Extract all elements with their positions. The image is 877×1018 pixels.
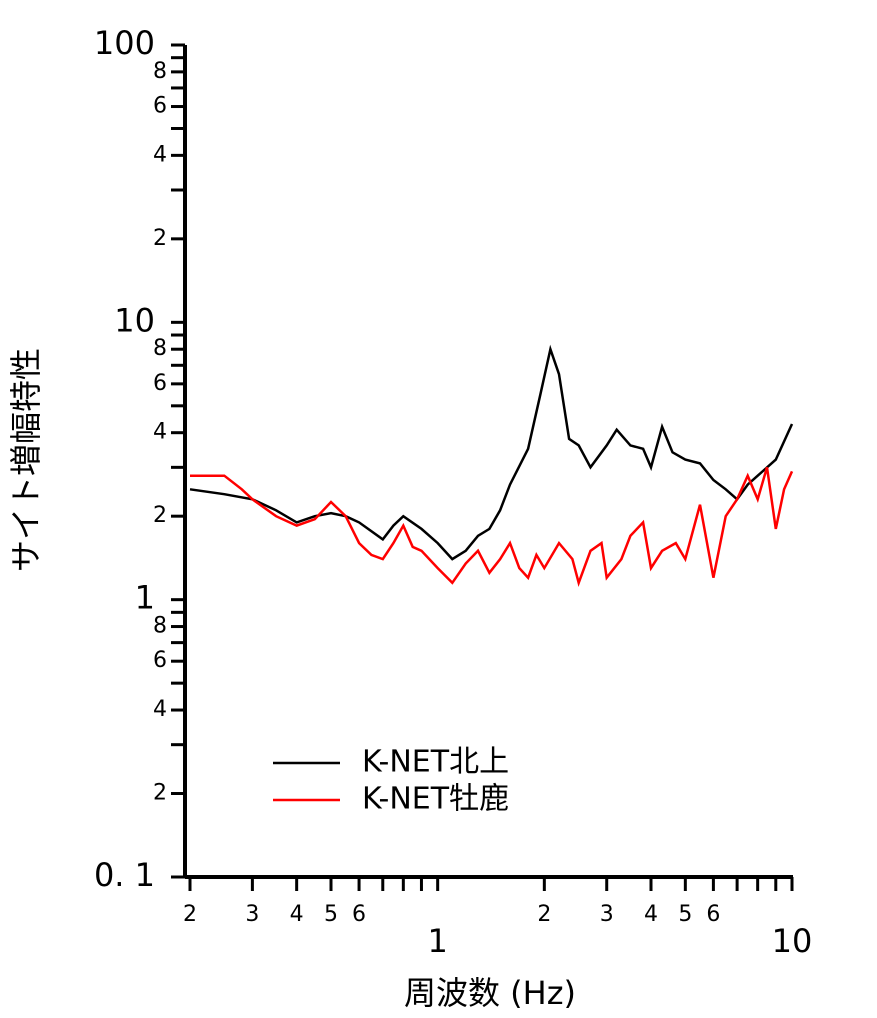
x-tick-label: 1	[427, 922, 447, 960]
x-tick-label: 5	[324, 902, 338, 927]
series-line	[190, 466, 794, 587]
y-tick-label: 4	[153, 420, 167, 445]
y-tick-label: 8	[153, 614, 167, 639]
x-tick-label: 4	[290, 902, 304, 927]
x-tick-label: 10	[772, 922, 813, 960]
x-tick-label: 3	[600, 902, 614, 927]
y-tick-label: 100	[94, 24, 155, 62]
x-tick-label: 3	[245, 902, 259, 927]
y-tick-label: 0. 1	[94, 856, 155, 894]
x-tick-label: 5	[678, 902, 692, 927]
y-tick-label: 6	[153, 371, 167, 396]
y-tick-label: 10	[114, 301, 155, 339]
y-tick-label: 2	[153, 503, 167, 528]
x-tick-label: 2	[183, 902, 197, 927]
series-line	[189, 344, 794, 561]
y-tick-label: 4	[153, 697, 167, 722]
x-tick-label: 4	[644, 902, 658, 927]
y-tick-label: 2	[153, 781, 167, 806]
x-axis-label: 周波数 (Hz)	[404, 974, 576, 1012]
x-tick-label: 6	[706, 902, 720, 927]
y-tick-label: 6	[153, 648, 167, 673]
legend-label: K-NET牡鹿	[362, 782, 509, 817]
y-tick-label: 8	[153, 336, 167, 361]
y-tick-label: 8	[153, 59, 167, 84]
x-tick-label: 6	[352, 902, 366, 927]
y-tick-label: 1	[135, 579, 155, 617]
y-axis-label: サイト増幅特性	[7, 348, 45, 572]
x-tick-label: 2	[537, 902, 551, 927]
y-tick-label: 4	[153, 142, 167, 167]
y-tick-label: 6	[153, 94, 167, 119]
legend-label: K-NET北上	[362, 745, 509, 780]
y-tick-label: 2	[153, 226, 167, 251]
